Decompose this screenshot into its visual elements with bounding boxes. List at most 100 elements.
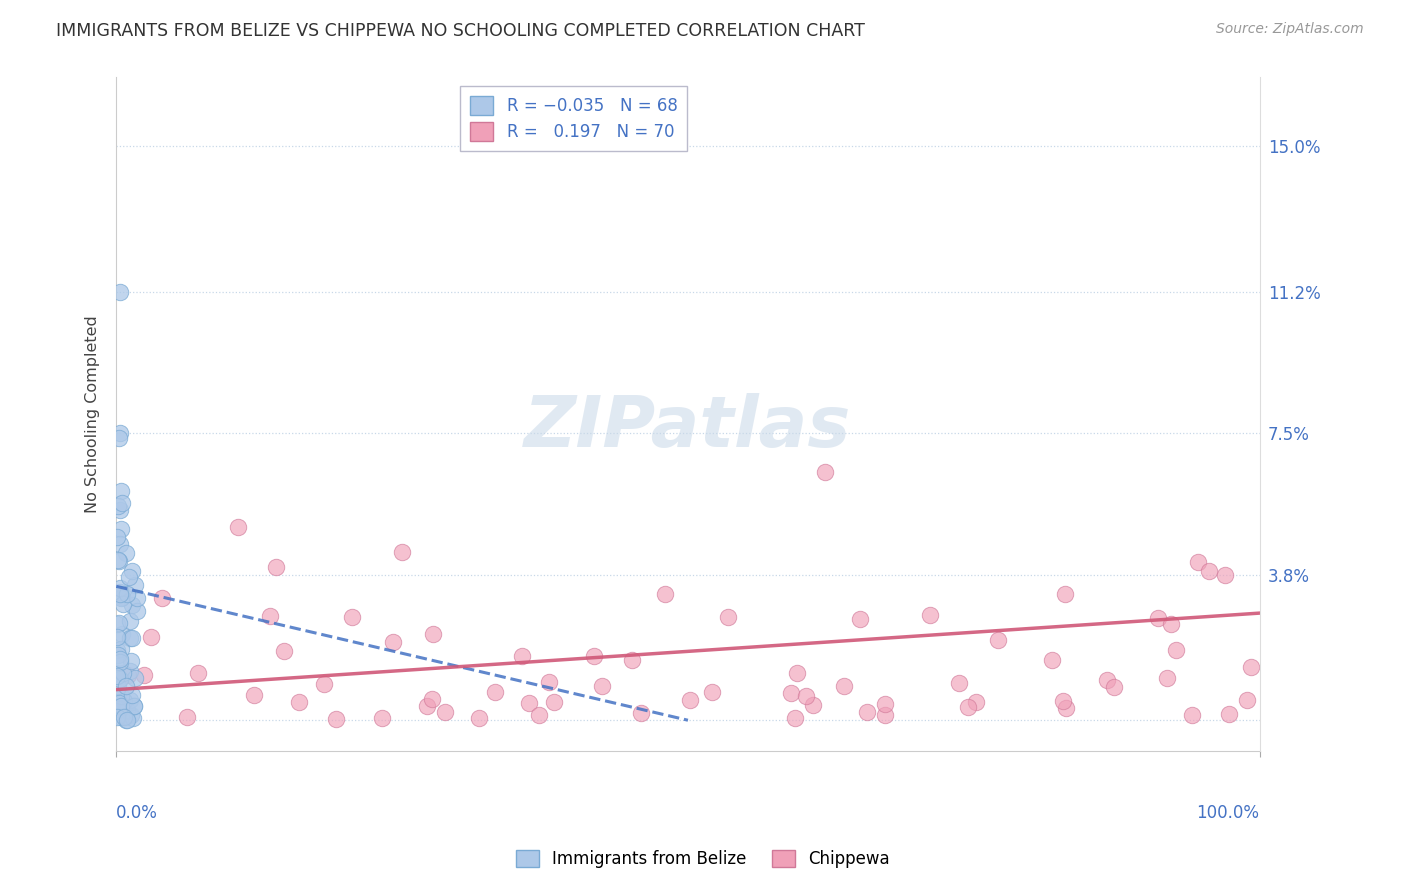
Point (108, 652, 131, 666)
Point (112, 597, 135, 611)
Point (105, 643, 128, 657)
Point (1156, 671, 1178, 685)
Point (124, 671, 146, 685)
Point (1213, 567, 1236, 582)
Point (848, 612, 870, 626)
Point (120, 654, 142, 668)
Y-axis label: No Schooling Completed: No Schooling Completed (86, 315, 100, 513)
Point (484, 685, 506, 699)
Point (107, 648, 129, 662)
Point (108, 585, 131, 599)
Point (107, 680, 129, 694)
Point (110, 522, 132, 536)
Point (108, 615, 131, 630)
Point (312, 677, 335, 691)
Point (105, 530, 128, 544)
Point (107, 689, 129, 703)
Point (717, 609, 740, 624)
Point (956, 700, 979, 714)
Point (115, 709, 138, 723)
Point (1054, 700, 1077, 714)
Point (107, 554, 129, 568)
Point (1160, 617, 1182, 632)
Point (965, 695, 987, 709)
Point (105, 665, 128, 680)
Point (115, 713, 138, 727)
Point (325, 712, 347, 726)
Text: ZIPatlas: ZIPatlas (524, 393, 852, 462)
Point (873, 697, 896, 711)
Point (1054, 587, 1077, 601)
Point (266, 560, 288, 574)
Point (780, 686, 803, 700)
Point (108, 285, 131, 299)
Text: Source: ZipAtlas.com: Source: ZipAtlas.com (1216, 22, 1364, 37)
Point (120, 707, 142, 722)
Point (125, 591, 148, 606)
Point (107, 701, 129, 715)
Point (1187, 555, 1209, 569)
Point (122, 699, 145, 714)
Legend: R = −0.035   N = 68, R =   0.197   N = 70: R = −0.035 N = 68, R = 0.197 N = 70 (460, 86, 688, 151)
Point (112, 665, 135, 680)
Point (1236, 693, 1258, 707)
Point (1052, 694, 1074, 708)
Point (1146, 611, 1168, 625)
Point (107, 430, 129, 444)
Point (801, 698, 824, 712)
Point (111, 590, 134, 604)
Point (118, 570, 141, 584)
Point (1181, 708, 1204, 723)
Point (108, 702, 131, 716)
Point (987, 632, 1010, 647)
Point (112, 710, 135, 724)
Point (273, 644, 295, 658)
Point (340, 610, 363, 624)
Point (120, 631, 142, 645)
Point (110, 699, 132, 714)
Point (1095, 673, 1118, 688)
Point (121, 688, 143, 702)
Point (111, 627, 134, 641)
Legend: Immigrants from Belize, Chippewa: Immigrants from Belize, Chippewa (509, 843, 897, 875)
Point (543, 695, 565, 709)
Point (259, 609, 281, 624)
Point (1240, 660, 1263, 674)
Point (786, 665, 808, 680)
Point (108, 582, 131, 596)
Point (108, 672, 131, 686)
Point (654, 587, 676, 601)
Point (187, 665, 209, 680)
Point (243, 688, 266, 702)
Point (920, 607, 942, 622)
Point (110, 710, 132, 724)
Point (112, 694, 135, 708)
Point (132, 667, 155, 681)
Point (583, 648, 606, 663)
Point (176, 710, 198, 724)
Point (115, 679, 138, 693)
Point (150, 591, 173, 605)
Point (122, 699, 145, 714)
Point (422, 627, 444, 641)
Point (391, 545, 413, 559)
Point (434, 705, 457, 719)
Text: 0.0%: 0.0% (117, 805, 157, 822)
Point (118, 614, 141, 628)
Point (107, 697, 129, 711)
Point (114, 546, 136, 560)
Point (121, 565, 143, 579)
Point (118, 664, 141, 678)
Point (115, 713, 138, 727)
Point (110, 483, 132, 498)
Point (591, 679, 613, 693)
Point (814, 465, 837, 479)
Point (856, 705, 879, 719)
Point (420, 692, 443, 706)
Point (124, 578, 146, 592)
Point (108, 655, 131, 669)
Point (115, 587, 138, 601)
Point (1198, 564, 1220, 578)
Point (111, 495, 134, 509)
Point (679, 692, 702, 706)
